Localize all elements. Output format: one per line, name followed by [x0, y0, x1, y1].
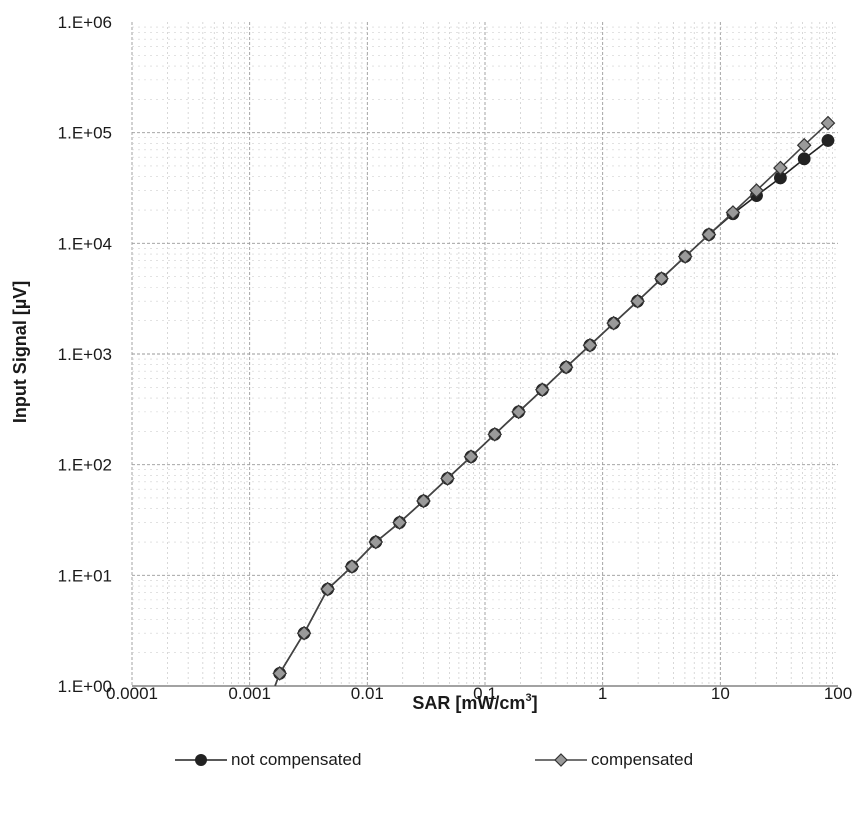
series-compensated [272, 115, 836, 686]
legend-item-compensated: compensated [535, 740, 693, 780]
legend: not compensated compensated [175, 740, 815, 780]
data-point-diamond [820, 115, 836, 131]
data-point-diamond [463, 449, 479, 465]
legend-label-not-compensated: not compensated [231, 750, 362, 769]
data-point-diamond [582, 337, 598, 353]
data-point-diamond [440, 471, 455, 486]
data-point-diamond [511, 404, 526, 420]
x-tick-label: 0.1 [473, 684, 497, 703]
y-tick-label: 1.E+04 [58, 234, 112, 253]
legend-marker-diamond [535, 753, 587, 767]
data-point-diamond [416, 493, 431, 509]
x-tick-label: 0.01 [351, 684, 384, 703]
data-point-diamond [606, 315, 622, 331]
y-tick-label: 1.E+05 [58, 124, 112, 143]
data-point-diamond [392, 515, 407, 530]
data-point-diamond [654, 271, 669, 286]
data-point-diamond [725, 205, 741, 220]
data-point-diamond [749, 183, 764, 198]
y-axis-title: Input Signal [µV] [10, 281, 30, 423]
legend-label-compensated: compensated [591, 750, 694, 769]
x-tick-labels: 0.0001 0.001 0.01 0.1 1 10 100 [106, 684, 852, 703]
y-tick-label: 1.E+00 [58, 677, 112, 696]
y-tick-labels: 1.E+00 1.E+01 1.E+02 1.E+03 1.E+04 1.E+05 1.E+… [58, 13, 112, 696]
data-point-diamond [558, 359, 574, 375]
data-point-diamond [773, 160, 788, 176]
series-layer [272, 115, 836, 686]
data-point-diamond [296, 625, 312, 641]
data-point-diamond [487, 426, 503, 442]
data-point-diamond [344, 559, 360, 574]
legend-item-not-compensated: not compensated [175, 740, 361, 780]
data-point-circle [797, 152, 811, 166]
data-point-diamond [534, 382, 550, 398]
y-tick-label: 1.E+02 [58, 456, 112, 475]
data-point-diamond [796, 137, 812, 153]
data-point-diamond [272, 666, 288, 681]
data-point-diamond [368, 534, 384, 550]
x-tick-label: 10 [711, 684, 730, 703]
data-point-circle [821, 134, 835, 147]
data-point-diamond [677, 249, 693, 264]
x-tick-label: 1 [598, 684, 607, 703]
y-tick-label: 1.E+03 [58, 345, 112, 364]
y-tick-label: 1.E+06 [58, 13, 112, 32]
x-axis-title: SAR [mW/cm3] [412, 692, 537, 713]
x-tick-label: 0.001 [228, 684, 271, 703]
legend-marker-filled-circle [175, 754, 227, 766]
x-tick-label: 0.0001 [106, 684, 158, 703]
data-point-diamond [701, 227, 717, 242]
data-point-diamond [320, 581, 335, 597]
x-tick-label: 100 [824, 684, 852, 703]
series-not-compensated [273, 134, 835, 686]
x-axis-title-sup: 3 [525, 692, 531, 704]
data-point-diamond [630, 293, 645, 309]
y-tick-label: 1.E+01 [58, 566, 112, 585]
chart: 0.0001 0.001 0.01 0.1 1 10 100 1.E+001.E+011.E… [10, 13, 852, 713]
series-line [274, 139, 829, 686]
grid-lines [131, 22, 838, 687]
